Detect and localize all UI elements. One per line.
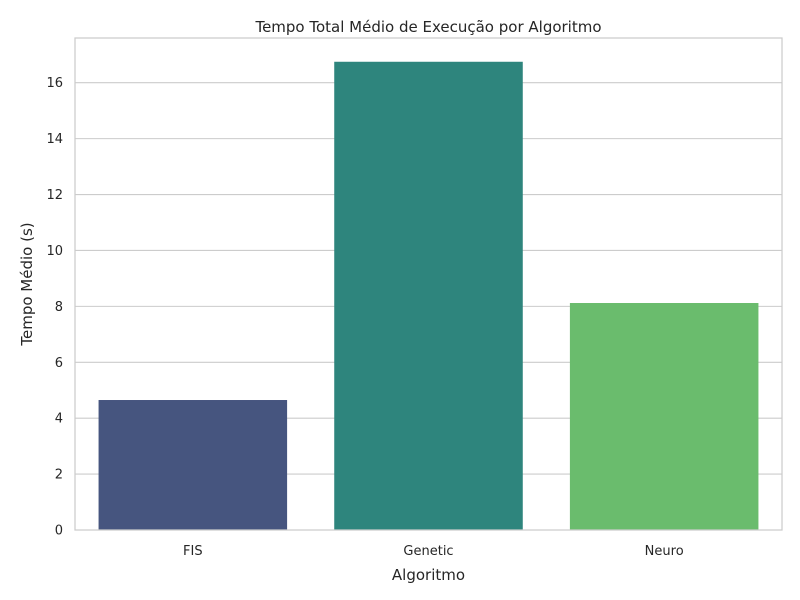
x-tick-labels: FIS Genetic Neuro [183,544,684,559]
bar-genetic [334,61,523,531]
y-tick-label: 6 [55,356,63,371]
bar-neuro [569,303,759,530]
y-tick-label: 0 [55,524,63,539]
x-axis-label: Algoritmo [392,566,465,584]
y-tick-label: 8 [55,300,63,315]
chart-title: Tempo Total Médio de Execução por Algori… [254,18,601,36]
y-tick-labels: 0 2 4 6 8 10 12 14 16 [46,76,63,538]
y-tick-label: 14 [46,132,63,147]
y-axis-label: Tempo Médio (s) [18,222,36,346]
y-tick-label: 10 [46,244,63,259]
bar-fis [98,400,288,530]
x-tick-label-fis: FIS [183,544,203,559]
y-tick-label: 16 [46,76,63,91]
plot-frame [74,37,783,531]
x-tick-label-genetic: Genetic [403,544,453,559]
x-tick-label-neuro: Neuro [645,544,684,559]
bars [98,61,759,531]
y-tick-label: 12 [46,188,63,203]
y-tick-label: 2 [55,468,63,483]
y-tick-label: 4 [55,412,63,427]
